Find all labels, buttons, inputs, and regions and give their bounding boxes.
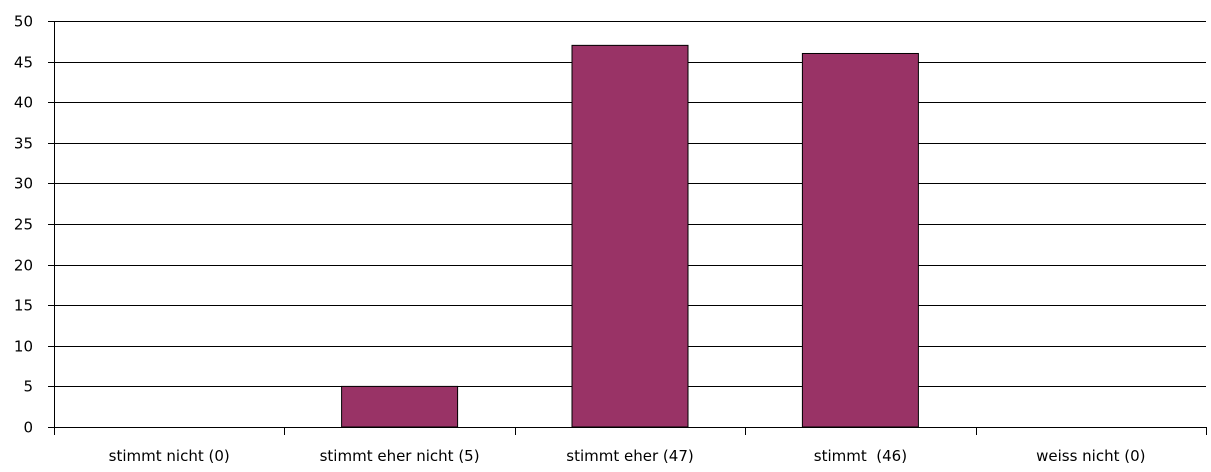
y-tick-label: 15 xyxy=(14,297,33,315)
bar xyxy=(341,385,459,428)
y-tick-label: 45 xyxy=(14,54,33,72)
y-tick-label: 5 xyxy=(23,378,33,396)
x-tick-label: stimmt nicht (0) xyxy=(109,447,230,465)
y-tick-label: 20 xyxy=(14,257,33,275)
bar xyxy=(801,52,919,428)
x-tick-label: weiss nicht (0) xyxy=(1036,447,1145,465)
y-tick-labels: 0 5 10 15 20 25 30 35 40 45 50 xyxy=(14,13,33,437)
y-tick-label: 10 xyxy=(14,338,33,356)
y-tick-label: 30 xyxy=(14,175,33,193)
x-tick-label: stimmt eher (47) xyxy=(566,447,693,465)
x-tick-labels: stimmt nicht (0) stimmt eher nicht (5) sti… xyxy=(109,447,1146,465)
bars xyxy=(341,44,919,428)
bar xyxy=(571,44,689,428)
x-tick-label: stimmt eher nicht (5) xyxy=(320,447,480,465)
axes xyxy=(54,21,1207,435)
x-tick-label: stimmt (46) xyxy=(814,447,907,465)
y-tick-label: 35 xyxy=(14,135,33,153)
y-tick-label: 40 xyxy=(14,94,33,112)
y-tick-label: 25 xyxy=(14,216,33,234)
y-tick-label: 50 xyxy=(14,13,33,31)
y-tick-label: 0 xyxy=(23,419,33,437)
